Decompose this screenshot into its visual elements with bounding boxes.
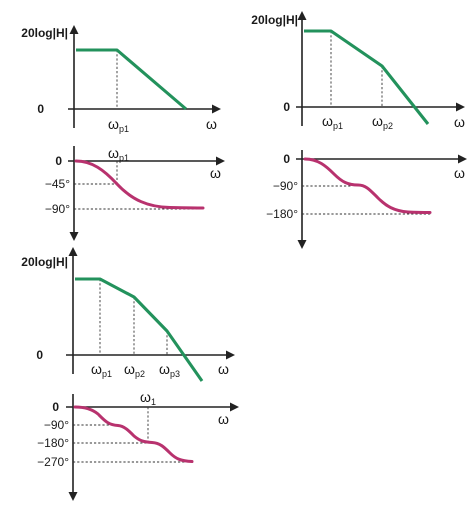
panel-3-pole-3-label: ωp3 bbox=[159, 361, 180, 379]
panel-2-pole-1-label: ωp1 bbox=[322, 113, 343, 131]
panel-1-mag-axis-label: 20log|H| bbox=[21, 26, 68, 40]
panel-3-minus-90-label: −90° bbox=[44, 418, 69, 432]
panel-1-minus-45-label: −45° bbox=[45, 177, 70, 191]
panel-1-phase-curve bbox=[74, 159, 205, 210]
panel-3-pole-1-label: ωp1 bbox=[91, 361, 112, 379]
panel-3-phase-zero-label: 0 bbox=[52, 400, 59, 414]
panel-3-phase-omega-label: ω bbox=[218, 411, 229, 427]
panel-1-pole-1-label: ωp1 bbox=[108, 116, 129, 134]
panel-3-pole-2-label: ωp2 bbox=[124, 361, 145, 379]
panel-1-minus-90-label: −90° bbox=[45, 202, 70, 216]
panel-2-mag-axis-label: 20log|H| bbox=[251, 13, 298, 27]
panel-3-magnitude-curve bbox=[75, 277, 204, 382]
panel-1-zero-label: 0 bbox=[37, 102, 44, 116]
panel-2-phase-omega-label: ω bbox=[454, 165, 465, 181]
panel-2-mag-omega-label: ω bbox=[454, 114, 465, 130]
panel-3-mag-axis-label: 20log|H| bbox=[21, 255, 68, 269]
panel-1-phase-omega-label: ω bbox=[210, 165, 221, 181]
panel-2-magnitude: 20log|H| 0 ωp1 ωp2 ω bbox=[251, 11, 465, 131]
panel-1-magnitude-curve bbox=[76, 48, 188, 111]
panel-3-phase: 0 −90° −180° −270° ω1 ω bbox=[37, 389, 239, 501]
panel-1-phase-zero-label: 0 bbox=[55, 154, 62, 168]
panel-2-phase-zero-label: 0 bbox=[283, 152, 290, 166]
panel-3-phase-curve bbox=[73, 405, 194, 463]
panel-3-zero-label: 0 bbox=[36, 348, 43, 362]
panel-1-phase-pole-label: ωp1 bbox=[108, 145, 129, 163]
panel-3-magnitude: 20log|H| 0 ωp1 ωp2 ωp3 ω bbox=[21, 247, 235, 382]
panel-2-phase-curve bbox=[303, 157, 432, 214]
panel-2-pole-2-label: ωp2 bbox=[372, 113, 393, 131]
panel-3-minus-270-label: −270° bbox=[37, 455, 69, 469]
panel-1-phase: 0 −45° −90° ωp1 ω bbox=[45, 145, 225, 241]
panel-3-unity-gain-label: ω1 bbox=[140, 389, 156, 407]
panel-2-minus-90-label: −90° bbox=[273, 179, 298, 193]
panel-3-mag-omega-label: ω bbox=[218, 361, 229, 377]
panel-2-zero-label: 0 bbox=[283, 100, 290, 114]
panel-2-phase: 0 −90° −180° ω bbox=[266, 150, 467, 249]
panel-3-minus-180-label: −180° bbox=[37, 436, 69, 450]
panel-1-magnitude: 20log|H| 0 ωp1 ω bbox=[21, 25, 221, 134]
panel-2-minus-180-label: −180° bbox=[266, 207, 298, 221]
panel-1-mag-omega-label: ω bbox=[206, 116, 217, 132]
panel-2-magnitude-curve bbox=[304, 29, 430, 125]
